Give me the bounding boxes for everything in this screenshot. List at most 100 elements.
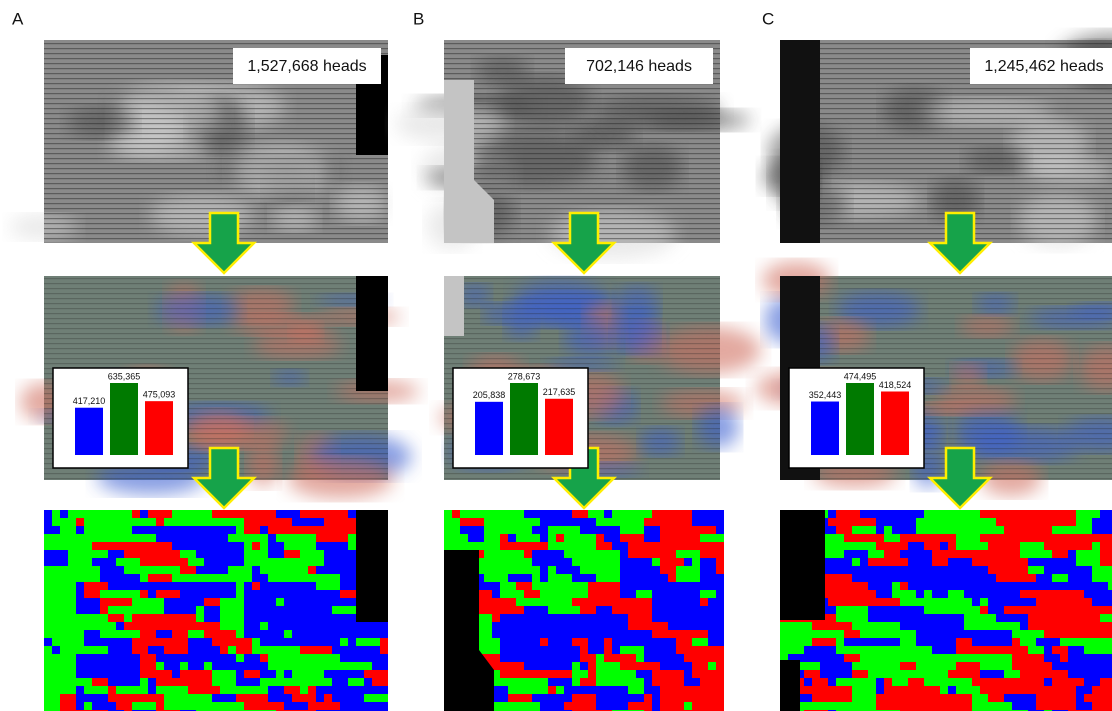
class-cell: [212, 590, 220, 598]
class-cell: [916, 654, 924, 662]
class-cell: [700, 638, 708, 646]
class-cell: [276, 598, 284, 606]
class-cell: [988, 686, 996, 694]
class-cell: [180, 686, 188, 694]
class-cell: [964, 598, 972, 606]
class-cell: [620, 518, 628, 526]
class-cell: [612, 678, 620, 686]
class-cell: [692, 534, 700, 542]
class-cell: [244, 590, 252, 598]
class-cell: [332, 678, 340, 686]
class-cell: [900, 614, 908, 622]
class-cell: [652, 614, 660, 622]
class-cell: [164, 574, 172, 582]
class-cell: [532, 606, 540, 614]
class-cell: [364, 646, 372, 654]
class-cell: [844, 606, 852, 614]
class-cell: [940, 646, 948, 654]
class-cell: [108, 646, 116, 654]
class-cell: [900, 542, 908, 550]
class-cell: [908, 678, 916, 686]
class-cell: [228, 662, 236, 670]
class-cell: [1068, 510, 1076, 518]
class-cell: [164, 582, 172, 590]
class-cell: [52, 606, 60, 614]
class-cell: [244, 550, 252, 558]
class-cell: [1060, 630, 1068, 638]
class-cell: [372, 646, 380, 654]
class-cell: [228, 622, 236, 630]
class-cell: [92, 678, 100, 686]
class-cell: [604, 590, 612, 598]
class-cell: [1036, 630, 1044, 638]
class-cell: [804, 638, 812, 646]
class-cell: [924, 702, 932, 710]
class-cell: [1044, 646, 1052, 654]
class-cell: [988, 614, 996, 622]
class-cell: [556, 678, 564, 686]
class-cell: [44, 542, 52, 550]
class-cell: [588, 542, 596, 550]
class-cell: [660, 678, 668, 686]
class-cell: [492, 526, 500, 534]
class-cell: [68, 654, 76, 662]
class-cell: [860, 654, 868, 662]
class-cell: [684, 678, 692, 686]
class-cell: [188, 606, 196, 614]
class-cell: [916, 630, 924, 638]
class-cell: [900, 686, 908, 694]
class-cell: [708, 654, 716, 662]
class-cell: [164, 670, 172, 678]
bar: [545, 399, 573, 455]
class-cell: [500, 622, 508, 630]
class-cell: [900, 598, 908, 606]
class-cell: [604, 686, 612, 694]
class-cell: [572, 630, 580, 638]
class-cell: [876, 510, 884, 518]
class-cell: [980, 694, 988, 702]
class-cell: [532, 582, 540, 590]
class-cell: [876, 574, 884, 582]
class-cell: [500, 702, 508, 710]
class-cell: [540, 534, 548, 542]
class-cell: [996, 670, 1004, 678]
class-cell: [1108, 534, 1112, 542]
class-cell: [348, 670, 356, 678]
class-cell: [1044, 662, 1052, 670]
class-cell: [308, 558, 316, 566]
class-cell: [244, 702, 252, 710]
class-cell: [132, 630, 140, 638]
class-cell: [668, 638, 676, 646]
class-cell: [180, 678, 188, 686]
class-cell: [220, 638, 228, 646]
class-cell: [132, 614, 140, 622]
class-cell: [332, 542, 340, 550]
class-cell: [844, 574, 852, 582]
class-cell: [692, 614, 700, 622]
class-cell: [540, 678, 548, 686]
class-cell: [316, 662, 324, 670]
class-cell: [1060, 582, 1068, 590]
class-cell: [204, 614, 212, 622]
class-cell: [716, 638, 724, 646]
class-cell: [892, 582, 900, 590]
class-cell: [932, 686, 940, 694]
class-cell: [564, 702, 572, 710]
class-cell: [996, 542, 1004, 550]
class-cell: [564, 574, 572, 582]
class-cell: [92, 582, 100, 590]
class-cell: [836, 550, 844, 558]
class-cell: [892, 630, 900, 638]
class-cell: [108, 678, 116, 686]
class-cell: [692, 654, 700, 662]
class-cell: [84, 518, 92, 526]
class-cell: [892, 590, 900, 598]
class-cell: [556, 598, 564, 606]
class-cell: [1108, 638, 1112, 646]
class-cell: [1052, 566, 1060, 574]
class-cell: [188, 670, 196, 678]
class-cell: [516, 558, 524, 566]
class-cell: [84, 678, 92, 686]
class-cell: [596, 558, 604, 566]
class-cell: [876, 550, 884, 558]
